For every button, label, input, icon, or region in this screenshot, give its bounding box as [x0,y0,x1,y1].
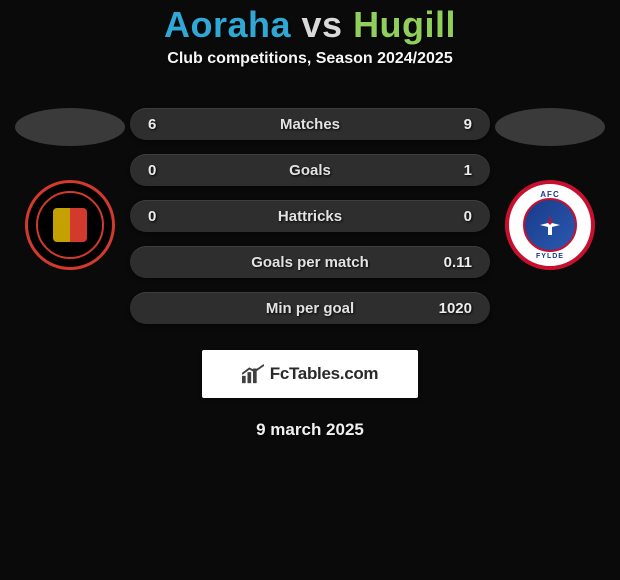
right-player-column: AFC FYLDE [490,108,610,270]
stat-bar: 6 Matches 9 [130,108,490,140]
date-text: 9 march 2025 [256,420,364,440]
stat-bar: Min per goal 1020 [130,292,490,324]
brand-watermark: FcTables.com [202,350,418,398]
crest-bottom-text: FYLDE [536,253,564,260]
stat-right-value: 0.11 [422,254,472,271]
right-player-photo-placeholder [495,108,605,146]
stat-left-value: 0 [148,162,198,179]
stat-bar: 0 Hattricks 0 [130,200,490,232]
left-player-photo-placeholder [15,108,125,146]
player1-name: Aoraha [164,4,291,45]
windmill-icon [538,213,562,237]
stat-label: Hattricks [278,208,342,225]
stat-right-value: 9 [422,116,472,133]
stat-label: Matches [280,116,340,133]
stat-left-value: 0 [148,208,198,225]
right-club-crest: AFC FYLDE [505,180,595,270]
stat-label: Goals per match [251,254,369,271]
stat-right-value: 1020 [422,300,472,317]
stat-label: Min per goal [266,300,354,317]
left-player-column [10,108,130,270]
stat-bar: 0 Goals 1 [130,154,490,186]
stat-right-value: 0 [422,208,472,225]
main-comparison-row: 6 Matches 9 0 Goals 1 0 Hattricks 0 Goals per mat… [0,108,620,324]
stats-column: 6 Matches 9 0 Goals 1 0 Hattricks 0 Goals per mat… [130,108,490,324]
player2-name: Hugill [353,4,456,45]
crest-center-shield [53,208,87,242]
left-club-crest [25,180,115,270]
stat-right-value: 1 [422,162,472,179]
vs-text: vs [302,4,343,45]
stat-bar: Goals per match 0.11 [130,246,490,278]
brand-text: FcTables.com [270,364,379,384]
comparison-title: Aoraha vs Hugill [164,4,456,46]
stat-label: Goals [289,162,331,179]
chart-icon [242,364,264,384]
crest-inner-circle [523,198,577,252]
subtitle-text: Club competitions, Season 2024/2025 [167,50,452,68]
stat-left-value: 6 [148,116,198,133]
